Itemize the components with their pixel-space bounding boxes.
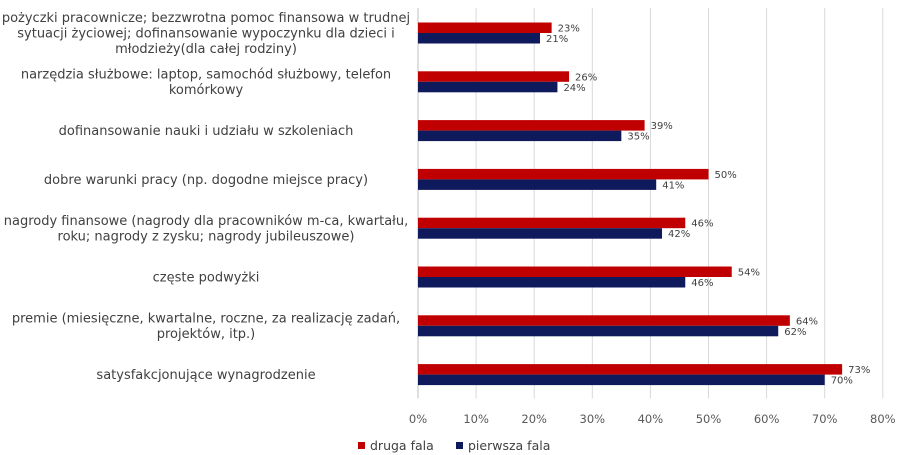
bar-druga-fala: [418, 71, 570, 82]
category-label: dobre warunki pracy (np. dogodne miejsce…: [44, 173, 368, 188]
x-tick-label: 10%: [463, 412, 489, 426]
x-tick-label: 70%: [812, 412, 838, 426]
category-label: dofinansowanie nauki i udziału w szkolen…: [59, 124, 354, 139]
data-label: 46%: [691, 219, 713, 230]
category-label: roku; nagrody z zysku; nagrody jubileusz…: [58, 230, 355, 245]
x-tick-label: 40%: [638, 412, 664, 426]
data-label: 64%: [796, 316, 818, 327]
category-label: premie (miesięczne, kwartalne, roczne, z…: [12, 312, 400, 327]
bar-druga-fala: [418, 364, 843, 375]
data-label: 46%: [691, 278, 713, 289]
bar-druga-fala: [418, 315, 790, 326]
category-label: sytuacji życiowej; dofinansowanie wypocz…: [17, 27, 395, 42]
data-label: 39%: [651, 121, 673, 132]
x-tick-label: 50%: [696, 412, 722, 426]
data-label: 41%: [662, 180, 684, 191]
bar-pierwsza-fala: [418, 130, 622, 142]
bar-druga-fala: [418, 120, 645, 131]
category-label: pożyczki pracownicze; bezzwrotna pomoc f…: [2, 11, 410, 26]
data-label: 35%: [627, 132, 649, 143]
bar-pierwsza-fala: [418, 81, 558, 93]
data-label: 42%: [668, 229, 690, 240]
data-label: 50%: [715, 170, 737, 181]
legend: druga fala pierwsza fala: [358, 438, 550, 453]
category-label: satysfakcjonujące wynagrodzenie: [96, 368, 315, 383]
bar-pierwsza-fala: [418, 374, 825, 386]
bar-pierwsza-fala: [418, 325, 779, 337]
data-label: 70%: [831, 376, 853, 387]
category-label: nagrody finansowe (nagrody dla pracownik…: [4, 214, 409, 229]
data-label: 62%: [784, 327, 806, 338]
category-label: częste podwyżki: [153, 271, 260, 286]
bar-druga-fala: [418, 168, 709, 180]
legend-swatch: [456, 442, 463, 449]
bar-druga-fala: [418, 22, 552, 33]
x-tick-label: 80%: [870, 412, 896, 426]
category-labels: pożyczki pracownicze; bezzwrotna pomoc f…: [2, 11, 410, 383]
category-label: komórkowy: [169, 83, 244, 98]
bar-pierwsza-fala: [418, 33, 541, 44]
category-label: projektów, itp.): [157, 327, 256, 342]
legend-label: pierwsza fala: [468, 438, 550, 453]
x-tick-label: 20%: [521, 412, 547, 426]
data-label: 26%: [575, 72, 597, 83]
gridlines: [417, 8, 884, 399]
bar-pierwsza-fala: [418, 277, 686, 288]
category-label: narzędzia służbowe: laptop, samochód słu…: [21, 68, 391, 83]
data-label: 54%: [738, 268, 760, 279]
bar-pierwsza-fala: [418, 179, 657, 190]
x-axis-ticks: 0% 10% 20% 30% 40% 50% 60% 70% 80%: [409, 412, 896, 426]
data-label: 73%: [848, 365, 870, 376]
data-label: 23%: [558, 24, 580, 35]
legend-swatch: [358, 442, 365, 449]
data-label: 21%: [546, 34, 568, 45]
legend-label: druga fala: [370, 438, 434, 453]
x-tick-label: 60%: [754, 412, 780, 426]
bar-druga-fala: [418, 266, 732, 277]
data-labels: 23%21%26%24%39%35%50%41%46%42%54%46%64%6…: [546, 24, 870, 387]
data-label: 24%: [563, 83, 585, 94]
x-tick-label: 0%: [409, 412, 427, 426]
bars: [418, 22, 843, 386]
bar-druga-fala: [418, 217, 686, 229]
category-label: młodzieży(dla całej rodziny): [115, 42, 297, 57]
x-tick-label: 30%: [580, 412, 606, 426]
bar-pierwsza-fala: [418, 228, 663, 239]
